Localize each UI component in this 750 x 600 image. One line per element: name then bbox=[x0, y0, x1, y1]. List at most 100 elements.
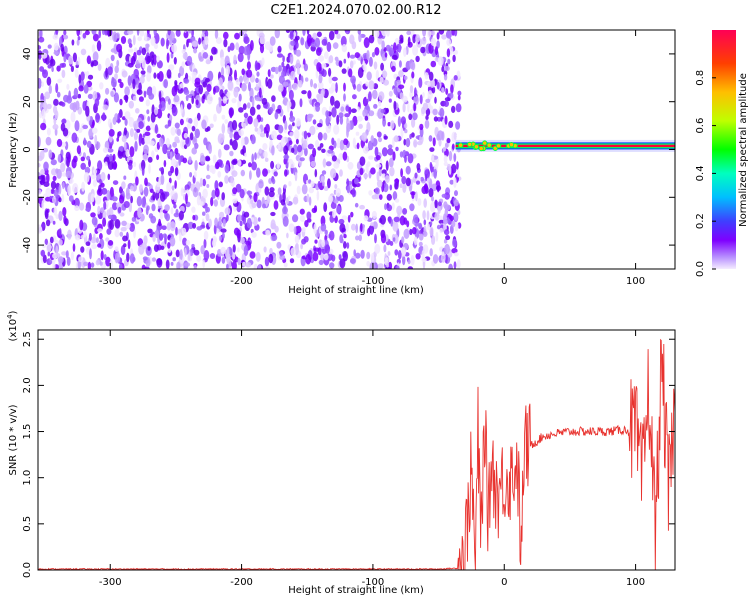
noise-blob bbox=[271, 234, 278, 242]
noise-blob bbox=[290, 70, 296, 81]
noise-blob bbox=[336, 205, 341, 214]
noise-blob bbox=[143, 235, 148, 245]
noise-blob bbox=[71, 39, 75, 46]
noise-blob bbox=[109, 219, 115, 231]
noise-blob bbox=[105, 87, 110, 95]
noise-blob bbox=[84, 30, 90, 36]
noise-blob bbox=[333, 161, 340, 169]
noise-blob bbox=[223, 144, 230, 151]
noise-blob bbox=[237, 247, 240, 253]
noise-blob bbox=[52, 34, 59, 40]
noise-blob bbox=[191, 95, 195, 105]
noise-blob bbox=[133, 161, 137, 167]
noise-blob bbox=[330, 168, 337, 179]
noise-blob bbox=[323, 186, 329, 192]
noise-blob bbox=[315, 69, 319, 79]
noise-blob bbox=[196, 254, 202, 262]
noise-blob bbox=[205, 213, 210, 222]
noise-blob bbox=[354, 177, 359, 185]
noise-blob bbox=[196, 195, 201, 206]
noise-blob bbox=[97, 205, 101, 215]
noise-blob bbox=[413, 141, 417, 147]
noise-blob bbox=[444, 97, 451, 102]
noise-blob bbox=[409, 133, 412, 140]
noise-blob bbox=[441, 251, 445, 256]
noise-blob bbox=[233, 54, 237, 66]
noise-blob bbox=[124, 86, 130, 97]
noise-blob bbox=[89, 248, 92, 260]
noise-blob bbox=[191, 30, 194, 38]
noise-blob bbox=[394, 37, 400, 45]
noise-blob bbox=[398, 70, 404, 78]
noise-blob bbox=[38, 136, 41, 147]
noise-blob bbox=[449, 179, 454, 185]
noise-blob bbox=[346, 242, 350, 249]
noise-blob bbox=[101, 187, 108, 195]
noise-blob bbox=[338, 153, 344, 160]
noise-blob bbox=[156, 154, 160, 161]
noise-blob bbox=[106, 228, 112, 235]
noise-blob bbox=[436, 116, 442, 122]
noise-blob bbox=[149, 122, 156, 130]
noise-blob bbox=[142, 256, 148, 261]
noise-blob bbox=[255, 167, 261, 178]
noise-blob bbox=[233, 87, 239, 98]
noise-blob bbox=[445, 253, 448, 264]
noise-blob bbox=[121, 70, 128, 78]
noise-blob bbox=[343, 93, 346, 102]
noise-blob bbox=[387, 251, 391, 256]
noise-blob bbox=[356, 83, 362, 92]
noise-blob bbox=[316, 47, 322, 56]
noise-blob bbox=[47, 244, 52, 250]
noise-blob bbox=[263, 151, 268, 159]
noise-blob bbox=[409, 91, 414, 98]
noise-blob bbox=[78, 256, 84, 262]
noise-blob bbox=[343, 138, 349, 146]
noise-blob bbox=[289, 115, 296, 122]
noise-blob bbox=[148, 163, 151, 174]
noise-blob bbox=[214, 30, 219, 40]
noise-blob bbox=[416, 163, 421, 171]
noise-blob bbox=[123, 127, 127, 136]
noise-blob bbox=[94, 98, 100, 107]
noise-blob bbox=[174, 147, 179, 155]
noise-blob bbox=[421, 37, 427, 45]
noise-blob bbox=[442, 146, 447, 152]
noise-blob bbox=[251, 96, 255, 108]
noise-blob bbox=[56, 65, 61, 72]
noise-blob bbox=[254, 96, 262, 102]
noise-blob bbox=[271, 130, 278, 140]
noise-blob bbox=[374, 146, 379, 157]
noise-blob bbox=[341, 215, 348, 221]
noise-blob bbox=[366, 50, 370, 61]
noise-blob bbox=[279, 251, 284, 257]
noise-blob bbox=[383, 79, 389, 86]
y-tick-label: 40 bbox=[22, 48, 33, 61]
noise-blob bbox=[321, 170, 327, 175]
noise-blob bbox=[223, 38, 228, 48]
noise-blob bbox=[423, 183, 428, 192]
noise-blob bbox=[231, 159, 238, 165]
noise-blob bbox=[348, 68, 353, 78]
noise-blob bbox=[112, 31, 118, 42]
noise-blob bbox=[419, 134, 424, 144]
noise-blob bbox=[422, 231, 428, 237]
carrier-blob bbox=[495, 143, 502, 149]
noise-blob bbox=[72, 183, 79, 194]
noise-blob bbox=[332, 42, 339, 49]
noise-blob bbox=[123, 243, 127, 248]
noise-blob bbox=[400, 116, 406, 125]
noise-blob bbox=[248, 81, 251, 92]
noise-blob bbox=[358, 123, 363, 129]
noise-blob bbox=[434, 199, 438, 209]
noise-blob bbox=[412, 44, 419, 56]
noise-blob bbox=[375, 163, 382, 168]
noise-blob bbox=[385, 107, 389, 114]
noise-blob bbox=[191, 243, 195, 248]
noise-blob bbox=[411, 191, 415, 200]
noise-blob bbox=[254, 127, 258, 132]
noise-blob bbox=[226, 91, 231, 97]
noise-blob bbox=[185, 136, 190, 145]
noise-blob bbox=[274, 30, 280, 39]
noise-blob bbox=[224, 55, 230, 66]
